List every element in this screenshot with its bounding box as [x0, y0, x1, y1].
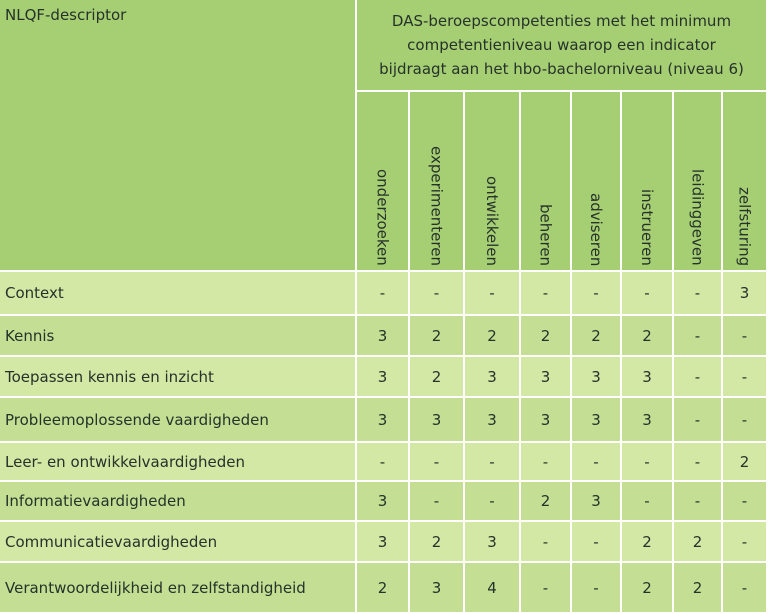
table-cell: - [357, 443, 410, 482]
table-cell: - [674, 482, 723, 522]
table-cell: 2 [674, 522, 723, 563]
row-label: Verantwoordelijkheid en zelfstandigheid [0, 563, 357, 614]
table-cell: - [521, 522, 572, 563]
table-cell: - [622, 272, 674, 316]
table-cell: - [674, 443, 723, 482]
table-cell: - [674, 272, 723, 316]
table-cell: - [674, 398, 723, 443]
table-cell: - [521, 563, 572, 614]
table-cell: - [465, 482, 521, 522]
table-cell: - [410, 443, 465, 482]
table-cell: 2 [410, 522, 465, 563]
column-header: leidinggeven [674, 92, 723, 272]
table-cell: 2 [521, 482, 572, 522]
table-cell: - [521, 443, 572, 482]
table-cell: 3 [465, 398, 521, 443]
column-header: experimenteren [410, 92, 465, 272]
table-cell: 2 [410, 357, 465, 398]
column-header: beheren [521, 92, 572, 272]
table-cell: 2 [723, 443, 768, 482]
table-cell: - [622, 443, 674, 482]
table-cell: - [674, 357, 723, 398]
table-cell: 3 [357, 398, 410, 443]
table-cell: 3 [572, 398, 622, 443]
table-cell: - [357, 272, 410, 316]
table-cell: 2 [465, 316, 521, 357]
table-cell: 3 [723, 272, 768, 316]
group-header: DAS-beroepscompetenties met het minimum … [357, 0, 768, 92]
column-header: instrueren [622, 92, 674, 272]
table-cell: - [572, 563, 622, 614]
table-cell: - [410, 272, 465, 316]
column-header: onderzoeken [357, 92, 410, 272]
column-header: ontwikkelen [465, 92, 521, 272]
row-label: Informatievaardigheden [0, 482, 357, 522]
row-label: Toepassen kennis en inzicht [0, 357, 357, 398]
table-cell: - [723, 482, 768, 522]
table-cell: 3 [572, 482, 622, 522]
row-label: Communicatievaardigheden [0, 522, 357, 563]
table-cell: 3 [357, 357, 410, 398]
column-header: zelfsturing [723, 92, 768, 272]
table-cell: 3 [521, 398, 572, 443]
table-cell: - [723, 357, 768, 398]
table-cell: - [465, 443, 521, 482]
table-cell: 2 [521, 316, 572, 357]
table-cell: 2 [674, 563, 723, 614]
table-cell: - [572, 443, 622, 482]
table-cell: 3 [622, 398, 674, 443]
table-cell: 3 [622, 357, 674, 398]
table-cell: - [572, 272, 622, 316]
table-cell: 2 [622, 316, 674, 357]
table-cell: - [723, 522, 768, 563]
table-cell: 2 [572, 316, 622, 357]
table-cell: 3 [357, 316, 410, 357]
table-cell: - [572, 522, 622, 563]
table-cell: - [521, 272, 572, 316]
table-cell: 2 [357, 563, 410, 614]
column-header: adviseren [572, 92, 622, 272]
table-cell: - [674, 316, 723, 357]
table-cell: 3 [465, 522, 521, 563]
row-label: Probleemoplossende vaardigheden [0, 398, 357, 443]
table-cell: - [622, 482, 674, 522]
table-cell: 2 [622, 563, 674, 614]
row-label: Context [0, 272, 357, 316]
table-cell: 3 [357, 522, 410, 563]
table-cell: 2 [410, 316, 465, 357]
table-cell: 3 [357, 482, 410, 522]
table-cell: 3 [410, 398, 465, 443]
row-label: Leer- en ontwikkelvaardigheden [0, 443, 357, 482]
table-cell: 2 [622, 522, 674, 563]
table-cell: 4 [465, 563, 521, 614]
table-cell: 3 [465, 357, 521, 398]
table-cell: 3 [521, 357, 572, 398]
table-cell: - [723, 398, 768, 443]
table-cell: - [723, 316, 768, 357]
table-cell: 3 [572, 357, 622, 398]
table-cell: - [465, 272, 521, 316]
table-cell: - [723, 563, 768, 614]
table-cell: 3 [410, 563, 465, 614]
table-cell: - [410, 482, 465, 522]
corner-header: NLQF-descriptor [0, 0, 357, 272]
row-label: Kennis [0, 316, 357, 357]
